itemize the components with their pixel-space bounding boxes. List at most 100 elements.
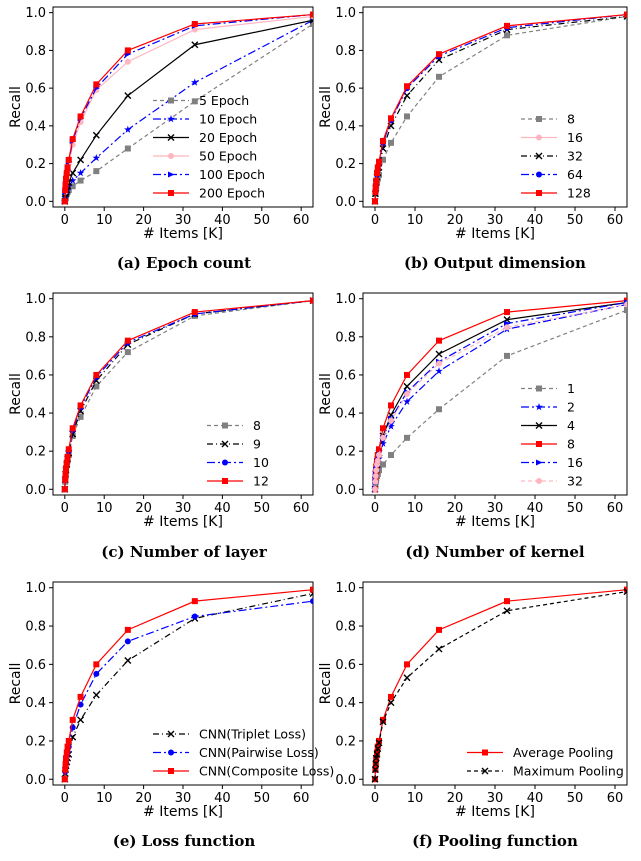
y-tick-label: 0.0 <box>25 773 46 788</box>
legend-label: 50 Epoch <box>199 149 257 164</box>
x-tick-label: 40 <box>527 501 544 516</box>
data-point <box>372 486 378 493</box>
legend-marker <box>221 440 229 448</box>
y-tick-label: 0.2 <box>25 445 46 460</box>
x-tick-label: 40 <box>527 791 544 806</box>
panel-caption: (f) Pooling function <box>412 832 578 850</box>
data-point <box>624 301 627 308</box>
x-tick-label: 20 <box>135 213 152 228</box>
x-axis-label: # Items [K] <box>143 226 223 242</box>
panel-caption: (c) Number of layer <box>101 543 268 561</box>
x-tick-label: 60 <box>607 791 624 806</box>
data-point <box>77 413 84 420</box>
y-tick-label: 0.4 <box>25 407 46 422</box>
chart-panel-2: 0.0 0.2 0.4 0.6 0.8 1.0 0 10 20 30 40 50 60 # Items [… <box>318 6 628 242</box>
x-tick-label: 60 <box>293 791 310 806</box>
data-point <box>404 661 410 668</box>
data-point <box>93 81 100 88</box>
data-point <box>93 168 100 175</box>
x-tick-label: 30 <box>487 501 504 516</box>
legend-marker <box>168 190 174 196</box>
x-tick-label: 40 <box>214 791 231 806</box>
data-point <box>404 83 410 90</box>
data-point <box>63 749 70 756</box>
data-point <box>403 382 411 390</box>
data-point <box>504 22 510 29</box>
legend-label: 10 <box>253 455 269 470</box>
legend-marker <box>168 171 175 178</box>
legend: 8 9 10 12 <box>207 418 269 489</box>
data-point <box>64 164 71 171</box>
data-point <box>191 41 199 49</box>
data-point <box>388 115 394 122</box>
legend: Average Pooling Maximum Pooling <box>467 745 624 779</box>
data-point <box>191 613 198 620</box>
legend-marker <box>167 730 175 738</box>
legend-label: 20 Epoch <box>199 130 257 145</box>
x-tick-label: 10 <box>96 501 113 516</box>
data-point <box>403 397 411 405</box>
plot-area <box>61 11 313 205</box>
data-point <box>624 307 627 314</box>
x-axis-label: # Items [K] <box>455 226 535 242</box>
data-point <box>374 170 380 177</box>
data-point <box>62 760 69 767</box>
data-point <box>61 776 68 783</box>
data-point <box>124 145 131 152</box>
legend-label: 2 <box>567 400 575 415</box>
legend-marker <box>536 134 542 141</box>
legend-marker <box>168 97 174 104</box>
data-point <box>64 743 71 750</box>
x-tick-label: 0 <box>61 501 69 516</box>
x-tick-label: 50 <box>567 501 584 516</box>
data-point <box>65 737 72 744</box>
data-point <box>124 125 132 133</box>
plot-area <box>61 297 313 493</box>
legend-label: 16 <box>567 455 583 470</box>
data-point <box>372 478 379 485</box>
y-tick-label: 0.6 <box>335 368 356 383</box>
chart-panel-5: 0.0 0.2 0.4 0.6 0.8 1.0 0 10 20 30 40 50 60 # Items [… <box>8 581 334 820</box>
x-axis-label: # Items [K] <box>455 804 535 820</box>
data-point <box>61 486 68 493</box>
legend-label: 128 <box>567 186 591 201</box>
x-tick-label: 50 <box>254 501 271 516</box>
data-point <box>93 383 100 390</box>
data-point <box>310 20 313 27</box>
data-point <box>191 98 198 105</box>
legend-label: 5 Epoch <box>199 93 249 108</box>
legend-marker <box>222 478 228 484</box>
legend-marker <box>536 459 543 466</box>
data-point <box>380 716 386 723</box>
y-tick-label: 0.8 <box>335 44 356 59</box>
x-tick-label: 40 <box>214 501 231 516</box>
y-axis-label: Recall <box>318 86 334 128</box>
y-tick-label: 0.6 <box>25 368 46 383</box>
data-point <box>388 693 394 700</box>
legend: 5 Epoch 10 Epoch 20 Epoch 50 Epoch 100 Epoch… <box>153 93 265 201</box>
data-point <box>379 718 387 726</box>
data-point <box>191 20 198 27</box>
y-tick-label: 1.0 <box>25 292 46 307</box>
data-point <box>374 164 381 171</box>
data-point <box>376 158 382 165</box>
data-point <box>124 657 132 665</box>
y-tick-label: 0.4 <box>25 119 46 134</box>
data-point <box>380 137 386 144</box>
x-tick-label: 20 <box>135 501 152 516</box>
y-tick-label: 0.4 <box>335 119 356 134</box>
legend-label: CNN(Triplet Loss) <box>199 727 306 742</box>
data-point <box>61 198 68 205</box>
data-point <box>191 309 198 316</box>
x-tick-label: 50 <box>254 213 271 228</box>
data-point <box>310 586 313 593</box>
plot-frame <box>362 6 628 208</box>
x-tick-label: 50 <box>567 791 584 806</box>
panel-caption: (b) Output dimension <box>404 254 586 272</box>
plot-area <box>371 11 627 205</box>
legend-label: 16 <box>567 130 583 145</box>
legend-marker <box>536 190 542 196</box>
data-point <box>62 181 69 188</box>
legend-marker <box>535 403 543 411</box>
data-point <box>404 391 410 397</box>
